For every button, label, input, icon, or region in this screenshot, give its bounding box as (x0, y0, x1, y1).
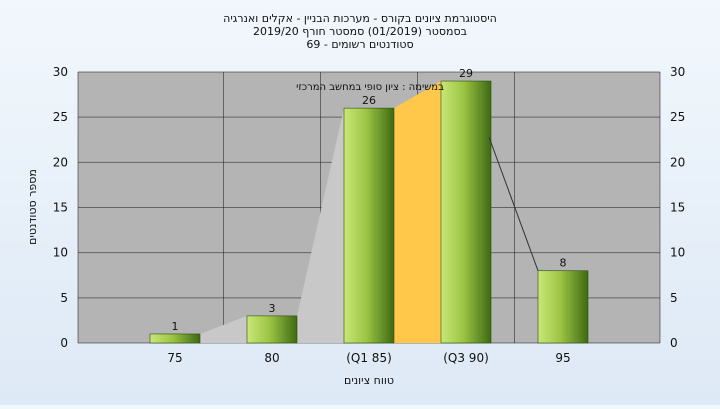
y-tick-label-left: 0 (60, 336, 68, 350)
y-tick-label-right: 0 (670, 336, 678, 350)
data-label: 8 (560, 257, 567, 270)
y-axis-label: מספר סטודנטים (26, 169, 39, 245)
bars (149, 80, 589, 344)
data-label: 26 (362, 94, 376, 107)
y-tick-label-left: 25 (53, 110, 68, 124)
x-tick-label: 80 (264, 351, 279, 365)
y-tick-label-left: 10 (53, 246, 68, 260)
y-tick-label-right: 20 (670, 155, 685, 169)
x-axis-label: טווח ציונים (344, 374, 394, 387)
bar (149, 333, 201, 344)
data-label: 3 (269, 302, 276, 315)
chart-title-line-3: סטודנטים רשומים - 69 (306, 38, 413, 51)
x-tick-label: (Q1 85) (346, 351, 392, 365)
bar (246, 315, 298, 344)
data-label: 1 (172, 320, 179, 333)
area-layer (200, 81, 441, 344)
highlight-area (394, 81, 441, 344)
y-tick-label-right: 15 (670, 201, 685, 215)
x-tick-label: (Q3 90) (443, 351, 489, 365)
chart-title-line-1: היסטוגרמת ציונים בקורס - מערכות הבניין -… (223, 12, 497, 25)
y-tick-label-right: 5 (670, 291, 678, 305)
trend-line-layer (488, 136, 539, 271)
bar (537, 270, 589, 344)
data-label: 29 (459, 67, 473, 80)
x-tick-label: 75 (167, 351, 182, 365)
data-labels: 1 3 26 29 8 (172, 67, 567, 333)
chart-annotation: במשימה : ציון סופי במחשב המרכזי (296, 82, 444, 93)
range-area (200, 315, 247, 343)
axis-ticks: 0 0 5 5 10 10 15 15 20 20 25 25 30 30 75 80 (Q1 85) (Q3 9… (53, 65, 686, 365)
bar (440, 80, 492, 344)
y-tick-label-left: 5 (60, 291, 68, 305)
y-tick-label-left: 20 (53, 155, 68, 169)
x-tick-label: 95 (555, 351, 570, 365)
y-tick-label-right: 25 (670, 110, 685, 124)
range-area (297, 108, 344, 343)
y-tick-label-left: 30 (53, 65, 68, 79)
trend-line (488, 136, 539, 271)
bar (343, 107, 395, 344)
y-tick-label-right: 10 (670, 246, 685, 260)
y-tick-label-right: 30 (670, 65, 685, 79)
y-tick-label-left: 15 (53, 201, 68, 215)
chart-title-line-2: בסמסטר (01/2019) סמסטר חורף 2019/20 (253, 25, 467, 38)
